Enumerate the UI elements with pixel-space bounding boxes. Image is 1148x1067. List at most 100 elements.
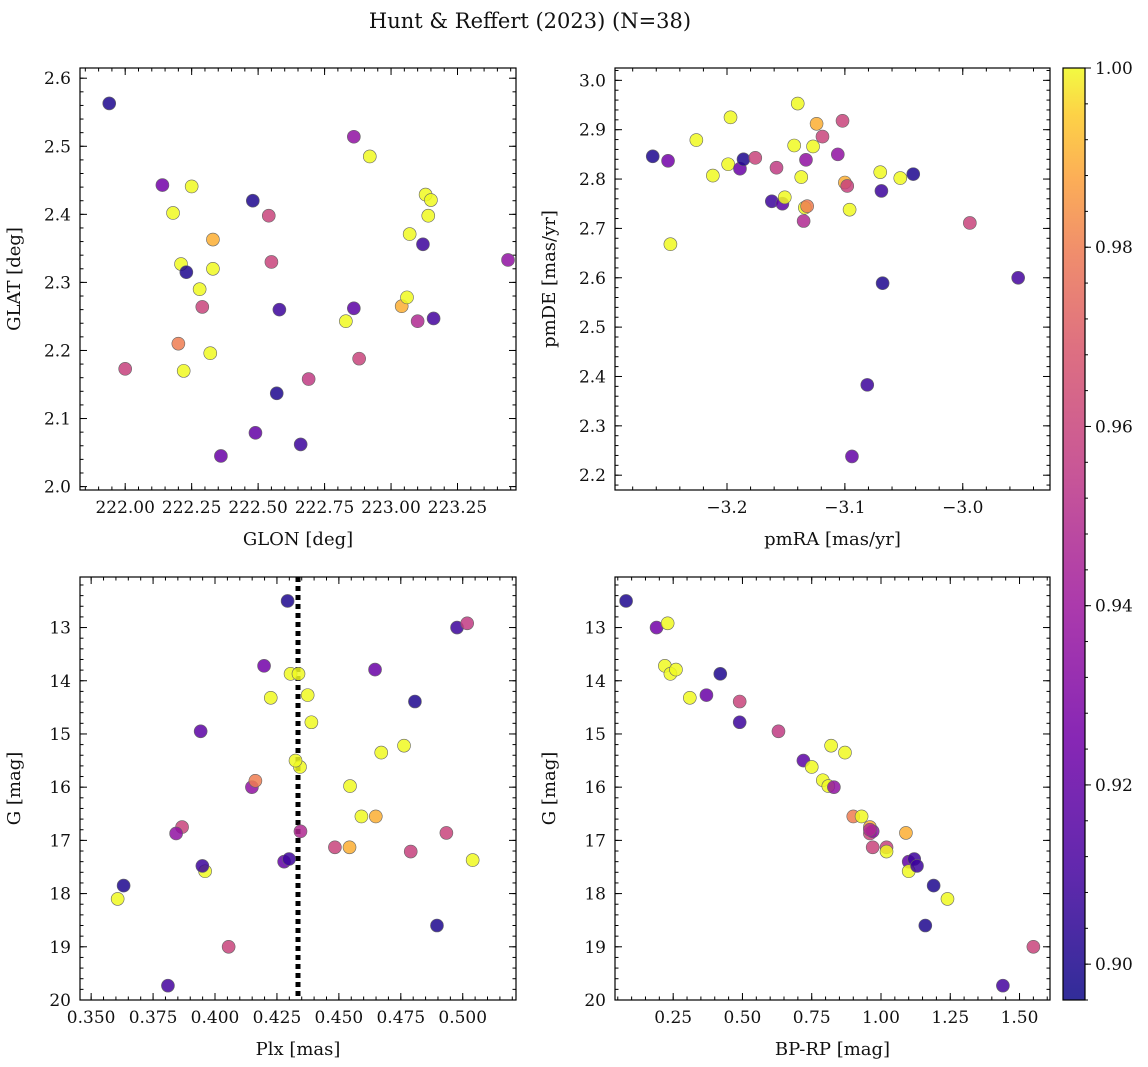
data-point bbox=[179, 265, 194, 279]
data-point bbox=[195, 300, 210, 314]
data-point bbox=[800, 199, 814, 213]
panel-bprp-g: 0.25 0.50 0.75 1.00 1.25 1.50 13 14 15 16 17 18 19 20… bbox=[539, 576, 1051, 1060]
data-point bbox=[116, 878, 131, 893]
data-point bbox=[410, 314, 425, 329]
data-point bbox=[799, 153, 813, 167]
data-point bbox=[421, 208, 436, 223]
axes-frame bbox=[79, 67, 517, 491]
data-point bbox=[918, 918, 933, 933]
data-point bbox=[339, 314, 353, 329]
data-point bbox=[736, 152, 751, 167]
data-point bbox=[831, 147, 845, 162]
data-point bbox=[875, 276, 890, 290]
data-point bbox=[272, 302, 287, 317]
data-point bbox=[248, 426, 263, 440]
data-point bbox=[663, 237, 678, 252]
y-tick-label: 14 bbox=[49, 672, 71, 692]
data-point bbox=[809, 116, 824, 131]
data-point bbox=[865, 840, 880, 855]
figure-title: Hunt & Reffert (2023) (N=38) bbox=[369, 9, 691, 33]
data-point bbox=[110, 892, 125, 906]
y-tick-label: 2.5 bbox=[44, 137, 71, 157]
y-tick-label: 20 bbox=[584, 991, 606, 1011]
data-point bbox=[206, 232, 220, 247]
data-point bbox=[845, 449, 859, 464]
panels: 222.00 222.25 222.50 222.75 223.00 223.25 2.0 2… bbox=[4, 67, 1051, 1060]
data-point bbox=[221, 939, 236, 954]
data-point bbox=[352, 351, 366, 366]
x-axis-label: GLON [deg] bbox=[243, 529, 353, 550]
data-point bbox=[835, 114, 850, 128]
data-point bbox=[824, 738, 838, 753]
x-axis-label: pmRA [mas/yr] bbox=[764, 529, 901, 550]
y-tick-label: 17 bbox=[584, 831, 606, 851]
y-tick-label: 14 bbox=[584, 672, 606, 692]
y-tick-label: 15 bbox=[584, 725, 606, 745]
data-point bbox=[769, 160, 784, 175]
y-tick-label: 2.1 bbox=[44, 410, 71, 430]
data-point bbox=[264, 255, 279, 269]
x-tick-label: 0.400 bbox=[191, 1008, 240, 1028]
y-tick-label: 19 bbox=[49, 938, 71, 958]
data-point bbox=[683, 690, 697, 705]
colorbar-tick-label: 0.92 bbox=[1095, 776, 1133, 796]
y-tick-label: 2.5 bbox=[579, 318, 606, 338]
x-tick-label: 223.25 bbox=[428, 498, 487, 518]
colorbar-tick-label: 1.00 bbox=[1095, 59, 1133, 79]
data-point bbox=[748, 151, 763, 165]
data-point bbox=[860, 378, 875, 392]
x-tick-label: 0.425 bbox=[253, 1008, 302, 1028]
x-tick-label: −3.0 bbox=[942, 498, 983, 518]
y-tick-label: 15 bbox=[49, 725, 71, 745]
x-axis-label: BP-RP [mag] bbox=[775, 1039, 890, 1060]
y-tick-label: 2.4 bbox=[579, 367, 606, 387]
colorbar-gradient bbox=[1062, 67, 1086, 1001]
y-tick-label: 18 bbox=[584, 885, 606, 905]
y-tick-label: 2.7 bbox=[579, 219, 606, 239]
y-axis-label: G [mag] bbox=[4, 752, 25, 825]
data-point bbox=[400, 290, 414, 305]
data-point bbox=[699, 688, 714, 702]
x-tick-label: 0.350 bbox=[67, 1008, 116, 1028]
data-point bbox=[203, 346, 218, 360]
data-point bbox=[910, 859, 924, 873]
y-tick-label: 2.0 bbox=[44, 478, 71, 498]
data-point bbox=[192, 282, 207, 297]
colorbar-tick-label: 0.94 bbox=[1095, 597, 1133, 617]
axes-frame bbox=[614, 576, 1051, 1001]
data-point bbox=[403, 844, 418, 859]
x-tick-label: 0.375 bbox=[129, 1008, 178, 1028]
data-point bbox=[300, 688, 315, 702]
x-tick-label: 1.50 bbox=[1001, 1008, 1039, 1028]
data-point bbox=[926, 878, 941, 893]
data-point bbox=[842, 202, 857, 217]
x-tick-label: 1.25 bbox=[931, 1008, 969, 1028]
data-point bbox=[118, 362, 132, 376]
data-point bbox=[288, 753, 303, 768]
data-point bbox=[354, 809, 369, 824]
y-tick-label: 2.6 bbox=[44, 69, 71, 89]
data-point bbox=[996, 978, 1010, 993]
colorbar-tick-label: 0.98 bbox=[1095, 238, 1133, 258]
x-axis-label: Plx [mas] bbox=[256, 1039, 341, 1060]
data-point bbox=[269, 386, 284, 401]
data-point bbox=[501, 253, 515, 267]
data-point bbox=[184, 179, 199, 194]
x-tick-label: −3.1 bbox=[824, 498, 865, 518]
y-tick-label: 17 bbox=[49, 831, 71, 851]
data-point bbox=[460, 616, 474, 631]
data-point bbox=[723, 110, 738, 125]
y-tick-label: 13 bbox=[584, 619, 606, 639]
data-point bbox=[328, 840, 342, 855]
data-point bbox=[193, 724, 208, 739]
data-point bbox=[206, 261, 220, 276]
y-axis-label: pmDE [mas/yr] bbox=[539, 210, 560, 348]
data-point bbox=[166, 206, 180, 220]
data-point bbox=[827, 780, 841, 794]
y-axis-label: G [mag] bbox=[539, 752, 560, 825]
data-point bbox=[424, 193, 438, 207]
y-tick-label: 2.2 bbox=[579, 466, 606, 486]
data-point bbox=[102, 96, 117, 111]
axes-frame bbox=[614, 67, 1051, 491]
